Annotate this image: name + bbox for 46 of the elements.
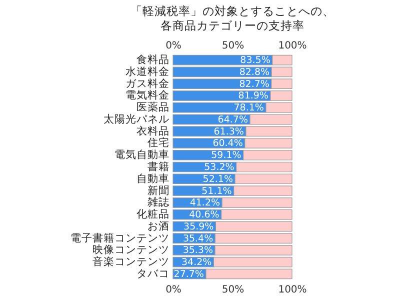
y-tick-label: 化粧品 bbox=[136, 208, 170, 221]
data-label: 82.8% bbox=[239, 66, 270, 78]
data-label: 53.2% bbox=[204, 162, 234, 173]
y-tick-label: ガス料金 bbox=[126, 76, 170, 90]
y-tick-label: 衣料品 bbox=[136, 124, 170, 138]
data-label: 82.7% bbox=[239, 78, 270, 90]
y-tick-label: 住宅 bbox=[148, 136, 170, 150]
x-tick-label: 0% bbox=[166, 40, 182, 52]
y-tick-label: 食料品 bbox=[136, 53, 170, 66]
x2-tick-label: 50% bbox=[222, 284, 244, 296]
y-tick-label: 自動車 bbox=[136, 172, 170, 185]
chart-subtitle: 各商品カテゴリーの支持率 bbox=[160, 18, 304, 32]
data-label: 78.1% bbox=[234, 102, 264, 114]
y-tick-label: 映像コンテンツ bbox=[92, 243, 170, 256]
y-tick-label: 電気自動車 bbox=[114, 148, 170, 162]
y-tick-label: 電気料金 bbox=[126, 88, 170, 102]
x-tick-label: 50% bbox=[222, 40, 244, 52]
y-tick-label: 医薬品 bbox=[136, 100, 170, 114]
chart-title: 「軽減税率」の対象とすることへの、 bbox=[130, 4, 334, 18]
y-tick-label: 雑誌 bbox=[148, 196, 170, 209]
y-tick-label: 電子書籍コンテンツ bbox=[70, 231, 170, 244]
data-label: 34.2% bbox=[182, 257, 212, 268]
y-tick-label: 太陽光パネル bbox=[104, 112, 170, 126]
data-label: 64.7% bbox=[218, 114, 248, 126]
data-label: 81.9% bbox=[238, 90, 268, 102]
y-tick-label: お酒 bbox=[148, 219, 170, 232]
data-label: 35.4% bbox=[182, 233, 214, 244]
data-label: 59.1% bbox=[211, 150, 242, 162]
y-tick-label: 音楽コンテンツ bbox=[92, 255, 170, 268]
x2-tick-label: 100% bbox=[278, 284, 307, 296]
data-label: 27.7% bbox=[174, 268, 204, 280]
data-label: 60.4% bbox=[212, 138, 243, 150]
y-tick-label: 水道料金 bbox=[126, 64, 170, 78]
data-label: 51.1% bbox=[202, 186, 232, 197]
data-label: 35.9% bbox=[184, 221, 214, 232]
data-label: 40.6% bbox=[189, 210, 220, 221]
y-tick-label: 新聞 bbox=[148, 184, 170, 197]
y-tick-label: タバコ bbox=[136, 268, 170, 280]
data-label: 61.3% bbox=[214, 126, 244, 138]
data-label: 83.5% bbox=[240, 55, 270, 66]
data-label: 35.3% bbox=[182, 245, 214, 256]
data-label: 41.2% bbox=[190, 198, 220, 209]
data-label: 52.1% bbox=[202, 174, 233, 185]
x-tick-label: 100% bbox=[278, 40, 307, 52]
y-tick-label: 書籍 bbox=[148, 160, 170, 173]
x2-tick-label: 0% bbox=[166, 284, 182, 296]
